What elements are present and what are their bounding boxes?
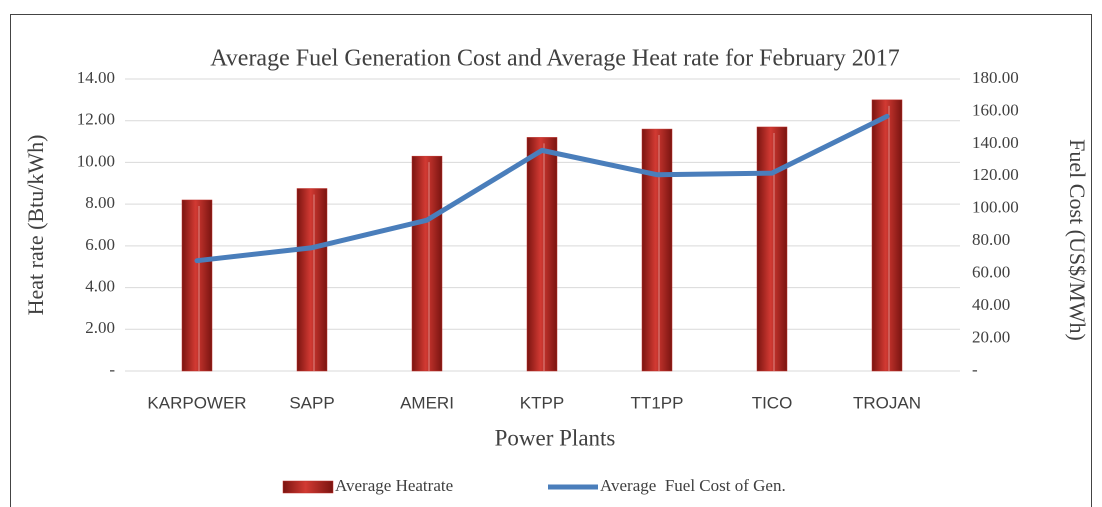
legend-label: Average Fuel Cost of Gen.	[600, 476, 786, 495]
x-tick-label: TROJAN	[853, 393, 921, 412]
y-tick-label: 2.00	[85, 318, 115, 337]
y2-axis-label: Fuel Cost (US$/MWh)	[1065, 139, 1090, 341]
y-tick-label: 4.00	[85, 276, 115, 295]
y2-tick-label: -	[972, 360, 978, 379]
legend-label: Average Heatrate	[335, 476, 453, 495]
x-axis-label: Power Plants	[495, 425, 616, 450]
y2-tick-label: 40.00	[972, 295, 1010, 314]
y-tick-label: -	[109, 360, 115, 379]
x-tick-label: KARPOWER	[147, 393, 246, 412]
y-axis-label: Heat rate (Btu/kWh)	[23, 135, 48, 316]
x-tick-label: TICO	[752, 393, 793, 412]
line	[194, 113, 890, 264]
y-tick-label: 8.00	[85, 193, 115, 212]
bar	[641, 128, 673, 372]
x-tick-label: AMERI	[400, 393, 454, 412]
y-tick-label: 14.00	[77, 68, 115, 87]
y2-tick-label: 180.00	[972, 68, 1019, 87]
bar	[526, 137, 558, 372]
bar	[181, 199, 213, 372]
y2-tick-label: 120.00	[972, 165, 1019, 184]
y-tick-label: 6.00	[85, 235, 115, 254]
y2-tick-label: 20.00	[972, 327, 1010, 346]
y2-tick-label: 80.00	[972, 230, 1010, 249]
y2-tick-label: 60.00	[972, 263, 1010, 282]
legend-swatch	[282, 480, 334, 494]
chart-title: Average Fuel Generation Cost and Average…	[210, 46, 900, 72]
y-tick-label: 12.00	[77, 110, 115, 129]
bar	[411, 155, 443, 372]
x-tick-label: TT1PP	[631, 393, 684, 412]
y2-tick-label: 100.00	[972, 198, 1019, 217]
y2-tick-label: 160.00	[972, 100, 1019, 119]
y-tick-label: 10.00	[77, 151, 115, 170]
y2-tick-label: 140.00	[972, 133, 1019, 152]
x-tick-label: SAPP	[289, 393, 334, 412]
bar	[296, 188, 328, 372]
bar	[871, 99, 903, 372]
x-tick-label: KTPP	[520, 393, 564, 412]
chart-border	[10, 14, 1092, 507]
bar	[756, 126, 788, 372]
